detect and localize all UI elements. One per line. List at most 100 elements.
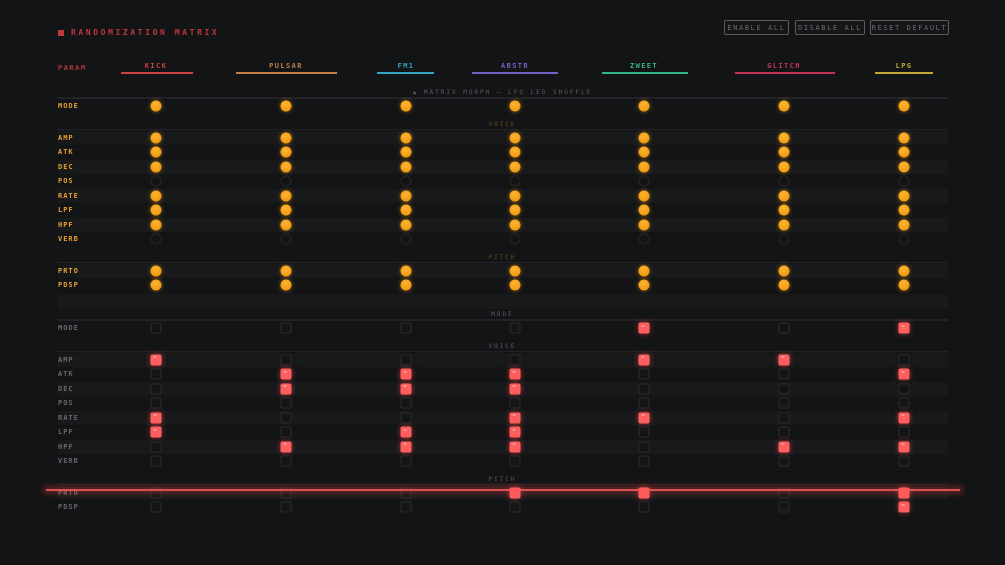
- matrix-cell-pulsar-lpf[interactable]: [280, 426, 292, 438]
- matrix-cell-kick-rate[interactable]: [150, 412, 162, 424]
- led-toggle-kick-hpf[interactable]: [150, 219, 162, 231]
- led-toggle-kick-amp[interactable]: [150, 132, 162, 144]
- led-toggle-pulsar-mode[interactable]: [280, 100, 292, 112]
- led-toggle-pulsar-atk[interactable]: [280, 146, 292, 158]
- led-toggle-abstr-dec[interactable]: [509, 161, 521, 173]
- led-toggle-lpg-rate[interactable]: [898, 190, 910, 202]
- led-toggle-kick-mode[interactable]: [150, 100, 162, 112]
- led-toggle-glitch-mode[interactable]: [778, 100, 790, 112]
- led-toggle-pulsar-rate[interactable]: [280, 190, 292, 202]
- matrix-cell-zweet-lpf[interactable]: [638, 426, 650, 438]
- led-toggle-kick-rate[interactable]: [150, 190, 162, 202]
- led-toggle-lpg-pos[interactable]: [898, 175, 910, 187]
- matrix-cell-lpg-pos[interactable]: [898, 397, 910, 409]
- led-toggle-abstr-amp[interactable]: [509, 132, 521, 144]
- matrix-cell-zweet-hpf[interactable]: [638, 441, 650, 453]
- matrix-cell-fm1-pdsp[interactable]: [400, 501, 412, 513]
- led-toggle-kick-pdsp[interactable]: [150, 279, 162, 291]
- matrix-cell-pulsar-mode[interactable]: [280, 322, 292, 334]
- led-toggle-lpg-atk[interactable]: [898, 146, 910, 158]
- led-toggle-zweet-atk[interactable]: [638, 146, 650, 158]
- led-toggle-abstr-rate[interactable]: [509, 190, 521, 202]
- led-toggle-zweet-dec[interactable]: [638, 161, 650, 173]
- matrix-cell-kick-pos[interactable]: [150, 397, 162, 409]
- led-toggle-kick-atk[interactable]: [150, 146, 162, 158]
- led-toggle-abstr-hpf[interactable]: [509, 219, 521, 231]
- matrix-cell-abstr-hpf[interactable]: [509, 441, 521, 453]
- led-toggle-zweet-mode[interactable]: [638, 100, 650, 112]
- matrix-cell-zweet-pdsp[interactable]: [638, 501, 650, 513]
- led-toggle-pulsar-amp[interactable]: [280, 132, 292, 144]
- matrix-cell-zweet-atk[interactable]: [638, 368, 650, 380]
- matrix-cell-glitch-lpf[interactable]: [778, 426, 790, 438]
- matrix-cell-glitch-atk[interactable]: [778, 368, 790, 380]
- matrix-cell-abstr-amp[interactable]: [509, 354, 521, 366]
- matrix-cell-abstr-pos[interactable]: [509, 397, 521, 409]
- led-toggle-zweet-pos[interactable]: [638, 175, 650, 187]
- led-toggle-zweet-verb[interactable]: [638, 233, 650, 245]
- matrix-cell-abstr-pdsp[interactable]: [509, 501, 521, 513]
- matrix-cell-lpg-atk[interactable]: [898, 368, 910, 380]
- led-toggle-fm1-mode[interactable]: [400, 100, 412, 112]
- matrix-cell-abstr-rate[interactable]: [509, 412, 521, 424]
- matrix-cell-lpg-lpf[interactable]: [898, 426, 910, 438]
- matrix-cell-fm1-mode[interactable]: [400, 322, 412, 334]
- matrix-cell-pulsar-hpf[interactable]: [280, 441, 292, 453]
- matrix-cell-kick-lpf[interactable]: [150, 426, 162, 438]
- matrix-cell-abstr-dec[interactable]: [509, 383, 521, 395]
- led-toggle-pulsar-lpf[interactable]: [280, 204, 292, 216]
- led-toggle-zweet-prto[interactable]: [638, 265, 650, 277]
- led-toggle-fm1-verb[interactable]: [400, 233, 412, 245]
- led-toggle-kick-pos[interactable]: [150, 175, 162, 187]
- led-toggle-glitch-pos[interactable]: [778, 175, 790, 187]
- enable-all-button[interactable]: ENABLE ALL: [724, 20, 789, 35]
- led-toggle-fm1-pdsp[interactable]: [400, 279, 412, 291]
- matrix-cell-zweet-amp[interactable]: [638, 354, 650, 366]
- matrix-cell-zweet-rate[interactable]: [638, 412, 650, 424]
- led-toggle-glitch-lpf[interactable]: [778, 204, 790, 216]
- led-toggle-glitch-pdsp[interactable]: [778, 279, 790, 291]
- led-toggle-pulsar-hpf[interactable]: [280, 219, 292, 231]
- led-toggle-abstr-pos[interactable]: [509, 175, 521, 187]
- matrix-cell-fm1-pos[interactable]: [400, 397, 412, 409]
- matrix-cell-fm1-prto[interactable]: [400, 487, 412, 499]
- matrix-cell-kick-amp[interactable]: [150, 354, 162, 366]
- matrix-cell-pulsar-pdsp[interactable]: [280, 501, 292, 513]
- led-toggle-kick-dec[interactable]: [150, 161, 162, 173]
- led-toggle-fm1-rate[interactable]: [400, 190, 412, 202]
- matrix-cell-fm1-dec[interactable]: [400, 383, 412, 395]
- matrix-cell-lpg-rate[interactable]: [898, 412, 910, 424]
- matrix-cell-fm1-lpf[interactable]: [400, 426, 412, 438]
- matrix-cell-pulsar-pos[interactable]: [280, 397, 292, 409]
- matrix-cell-glitch-hpf[interactable]: [778, 441, 790, 453]
- matrix-cell-fm1-rate[interactable]: [400, 412, 412, 424]
- led-toggle-glitch-prto[interactable]: [778, 265, 790, 277]
- led-toggle-fm1-prto[interactable]: [400, 265, 412, 277]
- led-toggle-fm1-pos[interactable]: [400, 175, 412, 187]
- led-toggle-lpg-hpf[interactable]: [898, 219, 910, 231]
- matrix-cell-glitch-prto[interactable]: [778, 487, 790, 499]
- matrix-cell-zweet-pos[interactable]: [638, 397, 650, 409]
- matrix-cell-fm1-amp[interactable]: [400, 354, 412, 366]
- matrix-cell-glitch-pos[interactable]: [778, 397, 790, 409]
- matrix-cell-abstr-verb[interactable]: [509, 455, 521, 467]
- matrix-cell-pulsar-rate[interactable]: [280, 412, 292, 424]
- led-toggle-lpg-mode[interactable]: [898, 100, 910, 112]
- reset-default-button[interactable]: RESET DEFAULT: [870, 20, 949, 35]
- led-toggle-zweet-rate[interactable]: [638, 190, 650, 202]
- matrix-cell-zweet-dec[interactable]: [638, 383, 650, 395]
- matrix-cell-kick-dec[interactable]: [150, 383, 162, 395]
- led-toggle-kick-verb[interactable]: [150, 233, 162, 245]
- led-toggle-zweet-hpf[interactable]: [638, 219, 650, 231]
- led-toggle-lpg-pdsp[interactable]: [898, 279, 910, 291]
- led-toggle-pulsar-pos[interactable]: [280, 175, 292, 187]
- matrix-cell-kick-verb[interactable]: [150, 455, 162, 467]
- matrix-cell-glitch-mode[interactable]: [778, 322, 790, 334]
- led-toggle-glitch-hpf[interactable]: [778, 219, 790, 231]
- led-toggle-kick-prto[interactable]: [150, 265, 162, 277]
- matrix-cell-lpg-verb[interactable]: [898, 455, 910, 467]
- led-toggle-fm1-amp[interactable]: [400, 132, 412, 144]
- matrix-cell-kick-prto[interactable]: [150, 487, 162, 499]
- matrix-cell-pulsar-verb[interactable]: [280, 455, 292, 467]
- matrix-cell-glitch-amp[interactable]: [778, 354, 790, 366]
